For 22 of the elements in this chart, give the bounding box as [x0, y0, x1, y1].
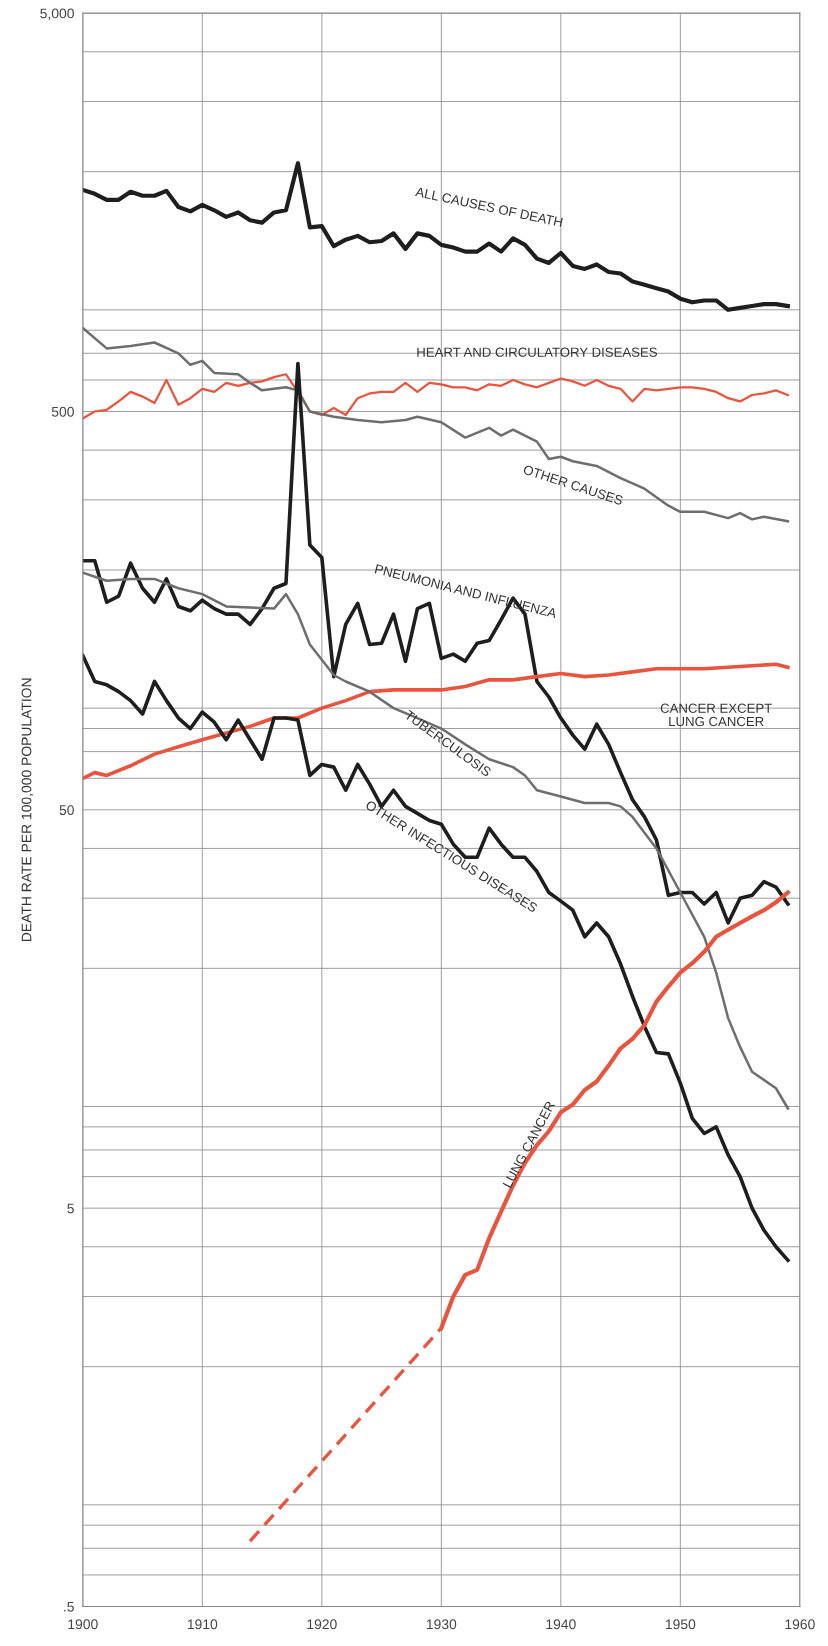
y-axis-title: DEATH RATE PER 100,000 POPULATION	[21, 678, 34, 942]
y-tick-label: 5,000	[40, 8, 74, 20]
text: ALL CAUSES OF DEATH	[414, 186, 563, 227]
text: HEART AND CIRCULATORY DISEASES	[417, 347, 657, 357]
y-tick-label: 5	[67, 1203, 74, 1214]
y-tick-label: 50	[59, 805, 74, 815]
y-tick-label: 500	[51, 406, 74, 417]
line-series	[82, 361, 790, 925]
x-tick-label: 1900	[68, 1619, 98, 1630]
x-tick-label: 1930	[426, 1619, 457, 1630]
line-series	[82, 662, 790, 781]
line-series	[82, 373, 790, 420]
y-tick-label: .5	[64, 1601, 74, 1612]
x-tick-label: 1910	[187, 1619, 218, 1630]
x-tick-label: 1920	[307, 1619, 337, 1630]
line-series	[82, 161, 790, 312]
line-series	[82, 326, 790, 523]
x-tick-label: 1960	[785, 1619, 815, 1630]
x-tick-label: 1940	[546, 1619, 576, 1630]
x-tick-label: 1950	[665, 1619, 696, 1630]
line-series	[82, 653, 790, 1263]
text: CANCER EXCEPT LUNG CANCER	[660, 703, 772, 727]
